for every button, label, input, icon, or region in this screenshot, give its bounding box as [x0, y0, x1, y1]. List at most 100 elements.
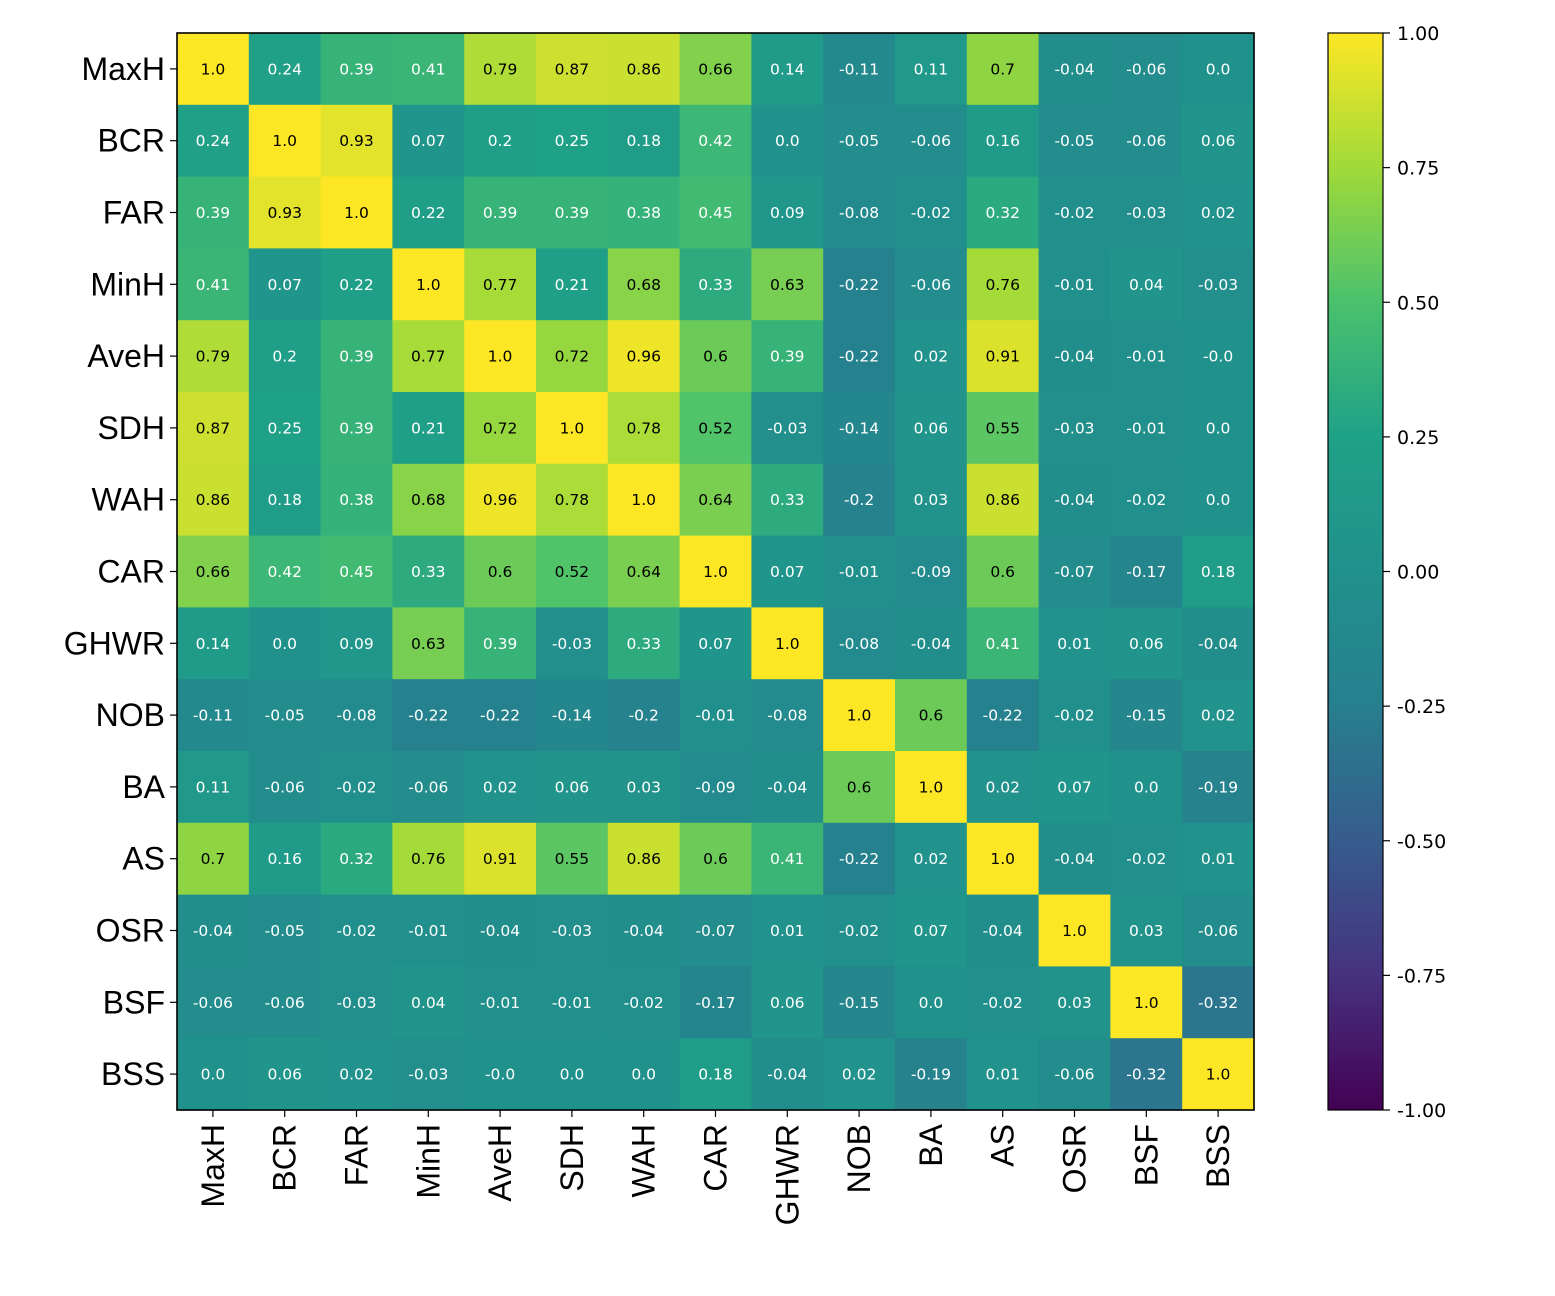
cell-value-label: -0.04 — [767, 1066, 807, 1084]
heatmap-cell — [320, 463, 393, 537]
heatmap-cell — [464, 607, 537, 680]
heatmap-cell — [607, 320, 681, 393]
heatmap-cell — [679, 392, 752, 465]
cell-value-label: 0.66 — [698, 60, 733, 78]
heatmap-cell — [248, 822, 322, 896]
cell-value-label: 0.14 — [770, 60, 805, 78]
cell-value-label: 0.01 — [1201, 850, 1236, 868]
cell-value-label: 1.0 — [560, 419, 585, 437]
heatmap-cell — [607, 822, 681, 896]
heatmap-cell — [392, 104, 465, 178]
cell-value-label: -0.01 — [408, 922, 448, 940]
heatmap-cell — [464, 320, 537, 393]
heatmap-cell — [607, 894, 681, 967]
cell-value-label: 0.45 — [698, 204, 733, 222]
cell-value-label: 0.7 — [201, 850, 226, 868]
cell-value-label: -0.01 — [1126, 419, 1166, 437]
heatmap-cell — [751, 751, 824, 824]
column-tick-label: NOB — [841, 1124, 877, 1193]
cell-value-label: 0.18 — [698, 1066, 733, 1084]
heatmap-cell — [1110, 607, 1183, 680]
heatmap-cell — [248, 966, 322, 1039]
cell-value-label: 0.72 — [483, 419, 518, 437]
column-tick-label: BA — [913, 1123, 949, 1166]
heatmap-cell — [751, 248, 824, 321]
heatmap-cell — [966, 33, 1040, 106]
cell-value-label: 0.39 — [339, 419, 374, 437]
cell-value-label: 0.02 — [339, 1066, 374, 1084]
heatmap-cell — [895, 104, 968, 178]
heatmap-cell — [392, 176, 465, 249]
cell-value-label: 0.11 — [196, 778, 231, 796]
cell-value-label: -0.06 — [408, 778, 448, 796]
row-tick-label: CAR — [97, 554, 165, 590]
cell-value-label: 0.96 — [626, 348, 661, 366]
row-tick-label: FAR — [103, 195, 165, 231]
cell-value-label: 0.24 — [267, 60, 302, 78]
cell-value-label: 0.02 — [483, 778, 518, 796]
cell-value-label: -0.2 — [844, 491, 874, 509]
heatmap-cell — [966, 822, 1040, 896]
cell-value-label: 0.01 — [985, 1066, 1020, 1084]
column-tick-label: CAR — [698, 1124, 734, 1192]
colorbar-tick-label: -1.00 — [1397, 1100, 1446, 1122]
heatmap-cell — [679, 894, 752, 967]
cell-value-label: 0.63 — [770, 276, 805, 294]
cell-value-label: -0.01 — [1054, 276, 1094, 294]
cell-value-label: 0.33 — [698, 276, 733, 294]
heatmap-cell — [823, 966, 896, 1039]
cell-value-label: 0.25 — [267, 419, 302, 437]
cell-value-label: 0.21 — [411, 419, 446, 437]
heatmap-cell — [320, 1038, 393, 1111]
heatmap-cell — [966, 248, 1040, 321]
cell-value-label: 0.16 — [985, 132, 1020, 150]
heatmap-cell — [464, 966, 537, 1039]
heatmap-cell — [464, 104, 537, 178]
heatmap-cell — [966, 1038, 1040, 1111]
cell-value-label: 0.77 — [483, 276, 518, 294]
cell-value-label: -0.06 — [911, 276, 951, 294]
row-tick-label: OSR — [96, 913, 165, 949]
heatmap-cell — [1110, 176, 1183, 249]
heatmap-cell — [320, 535, 393, 608]
colorbar-tick-label: 0.25 — [1397, 427, 1439, 449]
cell-value-label: -0.19 — [1198, 778, 1238, 796]
heatmap-cell — [1182, 751, 1255, 824]
heatmap-cell — [536, 463, 609, 537]
cell-value-label: 0.41 — [411, 60, 446, 78]
heatmap-cell — [177, 248, 250, 321]
cell-value-label: 0.06 — [770, 994, 805, 1012]
heatmap-cell — [1110, 751, 1183, 824]
heatmap-cell — [895, 751, 968, 824]
cell-value-label: 0.02 — [914, 348, 949, 366]
heatmap-cell — [679, 104, 752, 178]
heatmap-cell — [248, 392, 322, 465]
cell-value-label: -0.04 — [1198, 635, 1238, 653]
heatmap-cell — [536, 176, 609, 249]
cell-value-label: 0.33 — [770, 491, 805, 509]
cell-value-label: 0.2 — [488, 132, 513, 150]
colorbar-tick-label: 0.75 — [1397, 158, 1439, 180]
cell-value-label: 0.32 — [339, 850, 374, 868]
heatmap-cell — [966, 751, 1040, 824]
cell-value-label: -0.22 — [839, 850, 879, 868]
heatmap-cell — [392, 463, 465, 537]
column-tick-label: GHWR — [769, 1124, 805, 1225]
cell-value-label: -0.02 — [624, 994, 664, 1012]
cell-value-label: -0.06 — [911, 132, 951, 150]
heatmap-cell — [966, 607, 1040, 680]
cell-value-label: 0.01 — [770, 922, 805, 940]
cell-value-label: 0.0 — [775, 132, 800, 150]
heatmap-cell — [751, 679, 824, 752]
heatmap-cell — [895, 320, 968, 393]
cell-value-label: -0.05 — [1054, 132, 1094, 150]
heatmap-cell — [679, 751, 752, 824]
heatmap-cell — [464, 176, 537, 249]
cell-value-label: 0.55 — [555, 850, 590, 868]
cell-value-label: 0.06 — [267, 1066, 302, 1084]
heatmap-cell — [177, 822, 250, 896]
heatmap-cell — [1110, 1038, 1183, 1111]
heatmap-cell — [1182, 176, 1255, 249]
heatmap-cell — [320, 894, 393, 967]
heatmap-cell — [392, 679, 465, 752]
